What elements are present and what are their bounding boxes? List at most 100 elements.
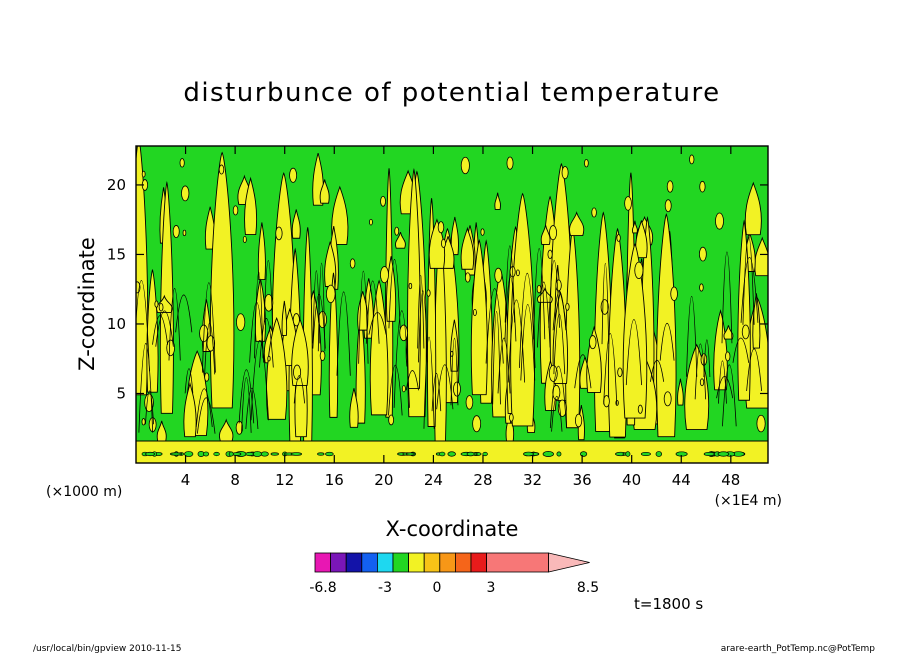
contour-line xyxy=(196,397,216,434)
contour-line xyxy=(155,310,174,347)
colorbar-arrow xyxy=(548,552,590,573)
x-tick-label: 36 xyxy=(573,471,592,489)
contour-line xyxy=(519,273,536,368)
surface-cell xyxy=(439,451,446,457)
anomaly-cell xyxy=(552,384,561,401)
anomaly-plume xyxy=(752,293,761,349)
anomaly-cell xyxy=(574,413,583,428)
anomaly-plume xyxy=(684,343,710,430)
x-tick-label: 44 xyxy=(672,471,691,489)
anomaly-plume xyxy=(656,213,677,438)
anomaly-plume xyxy=(540,225,551,245)
colorbar-labels: -6.8 -3 0 3 8.5 xyxy=(309,580,599,596)
x-tick-label: 32 xyxy=(523,471,542,489)
anomaly-plume xyxy=(319,179,330,204)
anomaly-cell xyxy=(267,355,271,362)
x-unit-right: (×1E4 m) xyxy=(715,493,782,509)
surface-cell xyxy=(145,451,156,457)
colorbar-segment xyxy=(486,552,550,573)
anomaly-cell xyxy=(480,228,485,236)
x-tick-label: 12 xyxy=(275,471,294,489)
contour-line xyxy=(388,259,401,329)
surface-cell xyxy=(655,451,663,457)
anomaly-cell xyxy=(634,261,644,279)
contour-line xyxy=(551,395,563,432)
surface-cell xyxy=(252,451,262,457)
contour-line xyxy=(184,368,194,394)
anomaly-cell xyxy=(548,364,558,382)
anomaly-cell xyxy=(506,156,514,170)
chart-title: disturbunce of potential temperature xyxy=(183,78,720,108)
contour-line xyxy=(259,318,274,368)
anomaly-cell xyxy=(555,279,562,292)
colorbar-segment xyxy=(439,552,456,573)
anomaly-cell xyxy=(426,289,431,297)
anomaly-plume xyxy=(183,381,197,438)
contour-line xyxy=(245,388,259,430)
anomaly-cell xyxy=(565,302,570,311)
x-axis-title: X-coordinate xyxy=(386,517,519,541)
contour-line xyxy=(365,280,380,344)
contour-line xyxy=(204,322,216,375)
anomaly-cell xyxy=(141,170,146,178)
anomaly-cell xyxy=(741,324,750,340)
anomaly-cell xyxy=(591,207,597,218)
anomaly-cell xyxy=(289,167,298,183)
contour-line xyxy=(504,245,515,323)
anomaly-cell xyxy=(349,258,356,269)
anomaly-cell xyxy=(172,225,180,239)
anomaly-cell xyxy=(699,283,704,292)
anomaly-cell xyxy=(218,164,225,175)
anomaly-cell xyxy=(624,196,632,211)
colorbar-segment xyxy=(361,552,378,573)
anomaly-cell xyxy=(293,364,302,380)
anomaly-plume xyxy=(450,216,459,256)
contour-line xyxy=(553,313,566,375)
y-tick-label: 15 xyxy=(107,245,126,263)
x-tick-label: 4 xyxy=(181,471,191,489)
contour-line xyxy=(417,275,425,349)
contour-line xyxy=(659,323,675,361)
contour-line xyxy=(423,336,435,429)
colorbar-label: 3 xyxy=(487,580,496,596)
surface-cell xyxy=(290,452,303,456)
anomaly-plume xyxy=(244,176,257,235)
contour-line xyxy=(746,348,762,392)
anomaly-cell xyxy=(158,302,164,312)
anomaly-cell xyxy=(494,267,503,283)
contour-line xyxy=(336,291,351,376)
contour-line xyxy=(405,370,419,391)
surface-cell xyxy=(184,451,194,457)
colorbar xyxy=(314,552,590,573)
anomaly-cell xyxy=(369,218,373,226)
surface-cell xyxy=(232,452,242,456)
anomaly-plume xyxy=(632,220,638,234)
anomaly-cell xyxy=(401,385,406,393)
anomaly-cell xyxy=(725,351,731,362)
anomaly-cell xyxy=(166,339,175,357)
anomaly-cell xyxy=(154,300,159,308)
colorbar-segment xyxy=(314,552,332,573)
contour-line xyxy=(722,364,737,427)
contour-line xyxy=(450,337,459,406)
surface-cell xyxy=(260,451,269,457)
footer-left: /usr/local/bin/gpview 2010-11-15 xyxy=(33,644,181,654)
contour-line xyxy=(358,270,369,364)
anomaly-plume xyxy=(257,222,266,280)
colorbar-label: 8.5 xyxy=(577,580,599,596)
anomaly-cell xyxy=(589,335,597,350)
contour-line xyxy=(175,294,193,333)
anomaly-cell xyxy=(141,418,146,426)
contour-line xyxy=(537,281,551,348)
contour-line xyxy=(603,333,618,405)
time-label: t=1800 s xyxy=(634,595,703,613)
contour-line xyxy=(418,290,428,363)
contour-line xyxy=(742,234,755,325)
surface-cell xyxy=(405,452,415,456)
contour-line xyxy=(686,296,698,377)
anomaly-cell xyxy=(394,226,400,236)
anomaly-cell xyxy=(465,272,471,283)
contour-line xyxy=(732,337,750,363)
contour-line xyxy=(368,312,387,335)
anomaly-cell xyxy=(689,154,695,165)
